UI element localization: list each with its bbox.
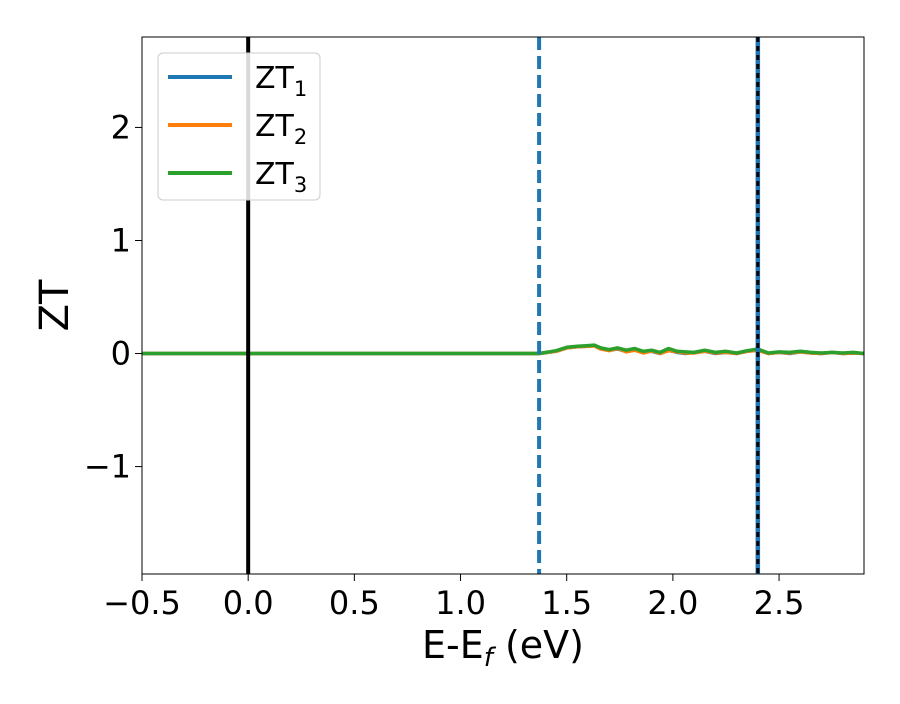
x-axis-label-unit: (eV) [493, 623, 584, 667]
legend-label-sub: 3 [294, 173, 307, 197]
x-tick-label: 2.0 [647, 584, 698, 622]
series-line-zt3 [142, 343, 864, 356]
legend-label-sub: 1 [294, 77, 307, 101]
y-tick-label: 2 [111, 108, 131, 146]
x-tick-label: 1.5 [541, 584, 592, 622]
legend-label-main: ZT [255, 61, 295, 96]
x-tick-label: −0.5 [103, 584, 181, 622]
y-axis-label: ZT [32, 279, 78, 331]
axes-frame [141, 36, 865, 575]
legend-label-zt3: ZT3 [255, 157, 307, 197]
legend-label-zt2: ZT2 [255, 109, 307, 149]
y-tick-label: 0 [111, 335, 131, 373]
y-tick-label: −1 [84, 448, 131, 486]
x-tick-label: 1.0 [435, 584, 486, 622]
x-tick-label: 0.0 [223, 584, 274, 622]
x-axis-label: E-Ef (eV) [422, 623, 584, 673]
y-tick-label: 1 [111, 221, 131, 259]
legend-box [157, 52, 321, 201]
legend-label-main: ZT [255, 109, 295, 144]
x-tick-label: 0.5 [329, 584, 380, 622]
legend-label-zt1: ZT1 [255, 61, 307, 101]
x-tick-label: 2.5 [754, 584, 805, 622]
legend-label-main: ZT [255, 157, 295, 192]
x-axis-label-main: E-E [422, 623, 484, 667]
axes-layer: −0.5 0.0 0.5 1.0 1.5 2.0 2.5 −1 0 1 2 E-Ef (eV) ZT [32, 36, 865, 673]
legend-label-sub: 2 [294, 125, 307, 149]
